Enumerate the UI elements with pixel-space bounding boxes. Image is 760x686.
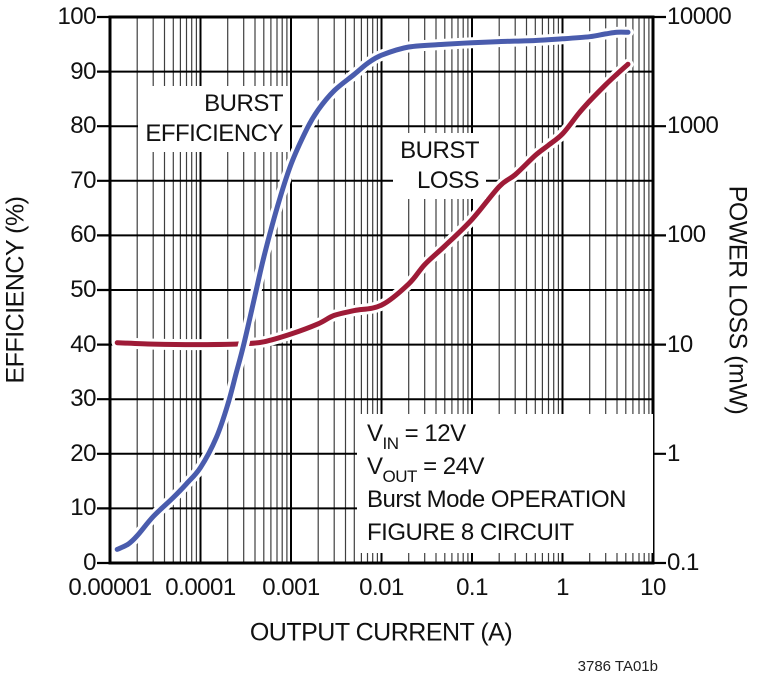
loss-curve-label-line2: LOSS [416, 167, 480, 194]
loss-curve-label-line1: BURST [400, 137, 479, 164]
y-left-tick-label: 60 [70, 221, 96, 249]
y-left-tick-label: 50 [70, 276, 96, 303]
efficiency-curve-label: BURST EFFICIENCY [138, 86, 290, 152]
annotation-line-figure: FIGURE 8 CIRCUIT [367, 516, 653, 549]
y-left-tick-label: 20 [70, 439, 96, 467]
annotation-line-vin: VIN = 12V [367, 417, 653, 453]
y-left-tick-label: 0 [83, 549, 96, 576]
annotation-vout-symbol: V [367, 453, 383, 480]
x-tick-label: 0.001 [262, 574, 320, 601]
y-left-tick-label: 10 [70, 494, 96, 522]
x-tick-label: 1 [556, 574, 569, 601]
annotation-line-vout: VOUT = 24V [367, 450, 653, 486]
figure-credit: 3786 TA01b [577, 658, 658, 675]
annotation-line-mode: Burst Mode OPERATION [367, 483, 653, 516]
axis-tick-marks [97, 15, 666, 565]
y-right-axis-title: POWER LOSS (mW) [723, 185, 752, 415]
annotation-vin-symbol: V [367, 420, 383, 447]
x-axis-title: OUTPUT CURRENT (A) [249, 618, 513, 647]
annotation-figure-text: FIGURE 8 CIRCUIT [367, 519, 574, 546]
efficiency-curve-label-line1: BURST [204, 90, 283, 117]
y-left-tick-label: 30 [70, 385, 96, 413]
x-tick-label: 0.0001 [165, 574, 236, 601]
y-right-tick-label: 1 [667, 439, 680, 467]
y-right-tick-label: 0.1 [667, 549, 699, 576]
x-tick-label: 10 [640, 574, 666, 601]
efficiency-curve [114, 29, 631, 552]
y-left-tick-label: 80 [70, 112, 96, 140]
y-left-tick-label: 70 [70, 166, 96, 194]
x-tick-label: 0.1 [456, 574, 488, 601]
efficiency-curve-label-line2: EFFICIENCY [145, 120, 283, 147]
annotation-vout-value: = 24V [416, 453, 484, 480]
y-left-tick-label: 100 [57, 3, 96, 30]
y-right-tick-label: 100 [667, 221, 706, 249]
y-left-tick-label: 90 [70, 57, 96, 85]
y-right-tick-label: 1000 [667, 112, 719, 140]
y-left-axis-title: EFFICIENCY (%) [1, 196, 30, 384]
annotation-vout-subscript: OUT [382, 466, 418, 486]
x-tick-label: 0.01 [359, 574, 404, 601]
annotation-vin-subscript: IN [382, 433, 400, 453]
test-conditions-annotation: VIN = 12V VOUT = 24V Burst Mode OPERATIO… [357, 414, 653, 553]
loss-curve-label: BURST LOSS [393, 133, 486, 199]
annotation-mode-text: Burst Mode OPERATION [367, 486, 626, 513]
loss-curve [114, 61, 631, 348]
y-right-tick-label: 10000 [667, 3, 732, 30]
y-left-tick-label: 40 [70, 330, 96, 358]
annotation-vin-value: = 12V [398, 420, 466, 447]
y-right-tick-label: 10 [667, 330, 693, 358]
x-tick-label: 0.00001 [68, 574, 152, 601]
